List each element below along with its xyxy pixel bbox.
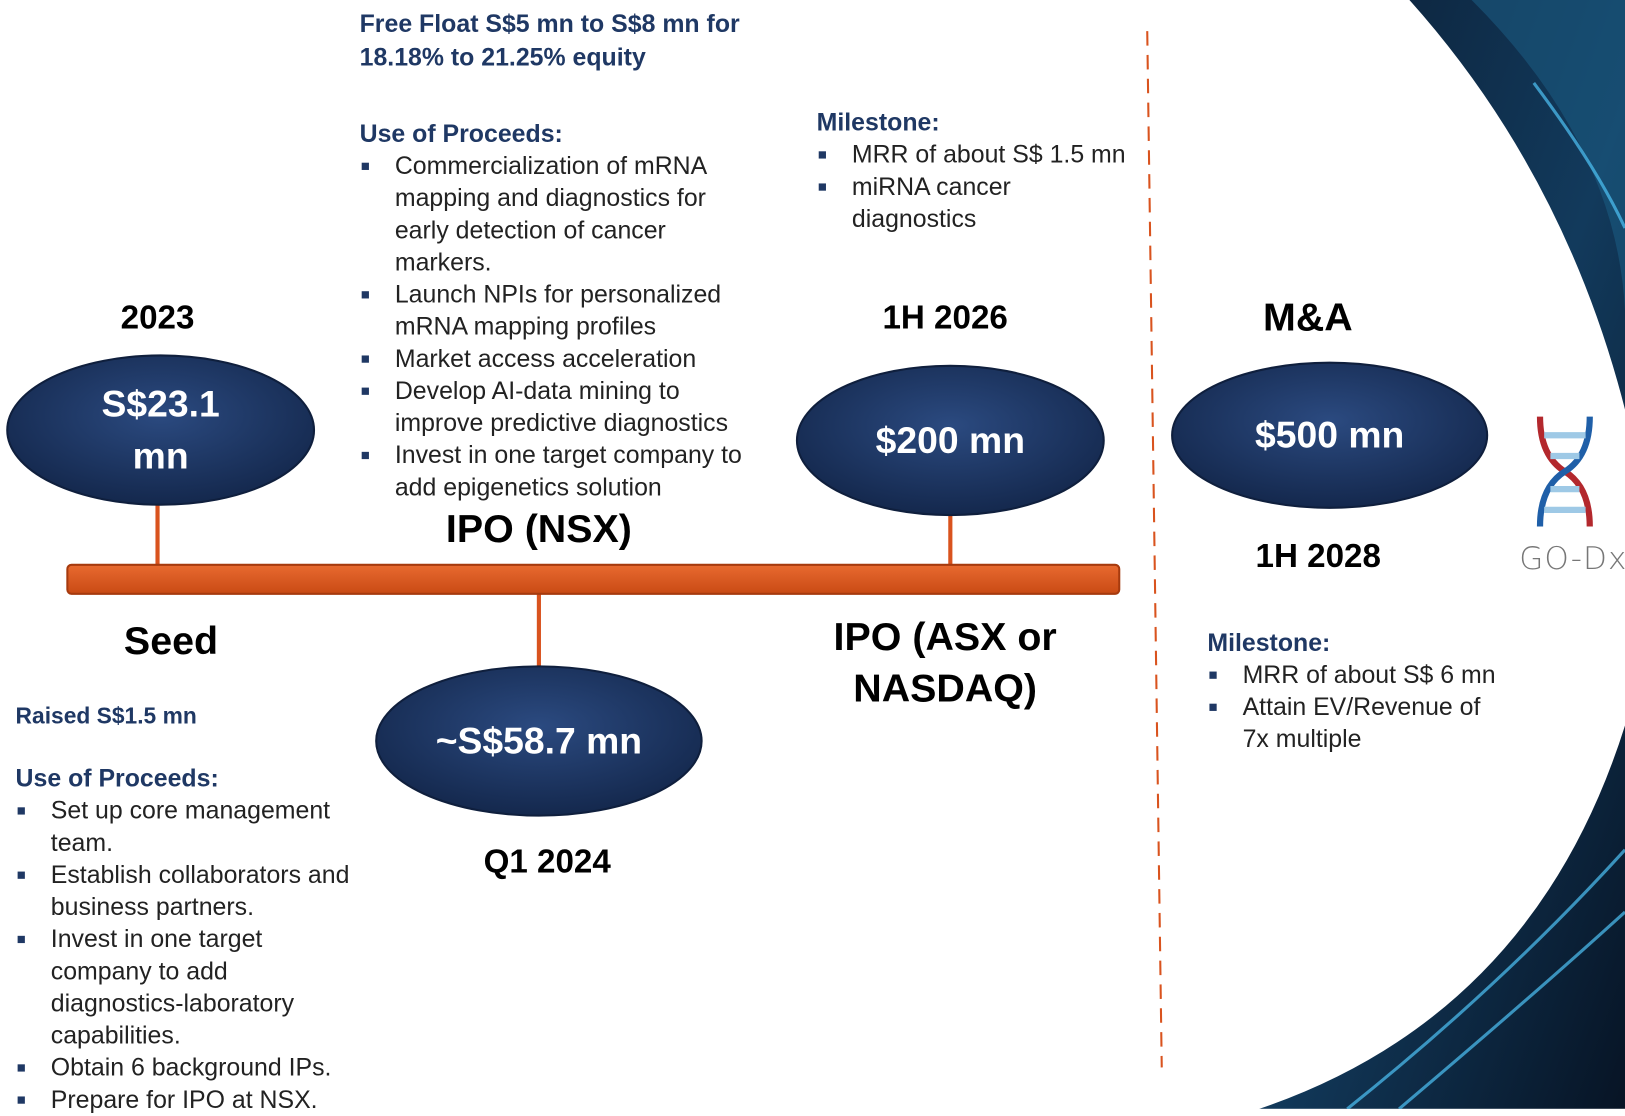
bullet: Invest in one target company to add epig…	[360, 439, 774, 503]
valuation-text: $500 mn	[1254, 413, 1405, 456]
stage-name: M&A	[1263, 296, 1353, 340]
bullet: MRR of about S$ 6 mn	[1207, 659, 1539, 691]
background-image	[1346, 81, 1625, 1109]
notes-heading: Use of Proceeds:	[359, 120, 563, 149]
bullet: Prepare for IPO at NSX.	[16, 1084, 389, 1116]
bullet: Attain EV/Revenue of 7x multiple	[1207, 691, 1501, 755]
bullet: Commercialization of mRNA mapping and di…	[360, 150, 737, 279]
bullet-list: MRR of about S$ 6 mn Attain EV/Revenue o…	[1207, 659, 1539, 755]
ellipse	[795, 364, 1105, 517]
stage-date: 1H 2028	[1255, 536, 1381, 575]
bullet: Launch NPIs for personalized mRNA mappin…	[360, 279, 748, 343]
valuation-text: $200 mn	[875, 418, 1025, 462]
ellipse	[1171, 361, 1489, 509]
notes: Raised S$1.5 mn Use of Proceeds: Set up …	[16, 700, 389, 1116]
stage-date: 1H 2026	[882, 298, 1008, 336]
valuation-text: S$23.1 mn	[101, 382, 220, 477]
stage-name: IPO (NSX)	[445, 507, 632, 552]
notes: Milestone: MRR of about S$ 6 mn Attain E…	[1207, 627, 1539, 756]
stage-date: Q1 2024	[483, 842, 611, 880]
notes-heading: Milestone:	[816, 108, 940, 137]
valuation-text: ~S$58.7 mn	[435, 719, 643, 762]
notes-heading: Use of Proceeds:	[15, 764, 219, 793]
logo-text: GO-Dx	[1519, 540, 1625, 578]
raised: Raised S$1.5 mn	[15, 702, 197, 729]
timeline-bar	[66, 563, 1121, 595]
valuation: $500 mn	[1188, 404, 1472, 466]
valuation: S$23.1 mn	[21, 368, 301, 492]
free-float: Free Float S$5 mn to S$8 mn for 18.18% t…	[359, 10, 740, 72]
bullet: Obtain 6 background IPs.	[16, 1052, 389, 1084]
bullet-list: Commercialization of mRNA mapping and di…	[360, 150, 764, 503]
notes: Milestone: MRR of about S$ 1.5 mn miRNA …	[817, 107, 1159, 236]
logo-icon	[1536, 416, 1593, 527]
notes-heading: Milestone:	[1207, 629, 1331, 658]
valuation: ~S$58.7 mn	[394, 679, 684, 803]
stage-name: Seed	[123, 619, 219, 664]
notes: Free Float S$5 mn to S$8 mn for 18.18% t…	[360, 8, 764, 503]
bullet: miRNA cancer diagnostics	[817, 171, 1060, 235]
bullet: Set up core management team.	[16, 795, 352, 859]
bullet: Market access acceleration	[360, 343, 764, 375]
stage-date: 2023	[120, 298, 195, 336]
ellipse	[375, 665, 703, 817]
bullet: Invest in one target company to add diag…	[16, 923, 331, 1052]
bullet: Establish collaborators and business par…	[16, 859, 373, 923]
bullet-list: MRR of about S$ 1.5 mn miRNA cancer diag…	[817, 139, 1159, 235]
bullet-list: Set up core management team. Establish c…	[16, 795, 389, 1116]
background-image	[1471, 0, 1625, 311]
bullet: MRR of about S$ 1.5 mn	[817, 139, 1159, 171]
divider	[1146, 31, 1163, 1068]
valuation: $200 mn	[808, 409, 1092, 471]
stage-name: IPO (ASX or NASDAQ)	[833, 615, 1057, 711]
bullet: Develop AI-data mining to improve predic…	[360, 375, 753, 439]
ellipse	[6, 354, 316, 506]
